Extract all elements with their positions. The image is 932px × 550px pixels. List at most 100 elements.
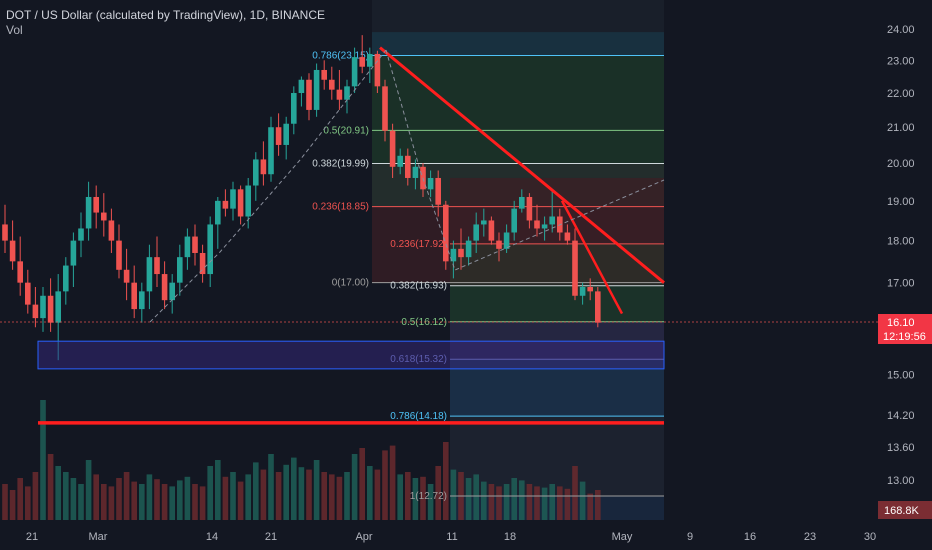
fib1-connector xyxy=(149,49,387,323)
candle-body xyxy=(374,53,381,87)
time-axis-bg xyxy=(0,522,932,550)
time-tick-label: 14 xyxy=(206,531,218,543)
drawings[interactable] xyxy=(0,46,878,425)
candle-body xyxy=(443,204,449,262)
volume-bar xyxy=(549,484,555,520)
volume-bar xyxy=(85,460,92,520)
candle-body xyxy=(367,53,373,67)
volume-bar xyxy=(541,487,548,520)
candle-body xyxy=(465,240,472,258)
price-axis[interactable]: 24.00 23.00 22.00 21.00 20.00 19.00 18.00 17.00… xyxy=(878,0,932,550)
fib1-label: 0.382(19.99) xyxy=(312,158,369,169)
volume-indicator-label[interactable]: Vol xyxy=(6,23,23,37)
chart-header: DOT / US Dollar (calculated by TradingVi… xyxy=(6,8,325,38)
candle-body xyxy=(222,200,229,209)
candle-body xyxy=(32,304,39,319)
volume-bar xyxy=(9,490,16,520)
volume-bar xyxy=(108,486,115,520)
volume-bar xyxy=(405,472,411,520)
volume-bar xyxy=(230,472,236,520)
candle-body xyxy=(25,282,31,305)
price-tick-label: 15.00 xyxy=(887,370,915,382)
volume-bar xyxy=(237,481,244,520)
candle-body xyxy=(78,228,84,241)
time-tick-label: 18 xyxy=(504,531,516,543)
time-tick-label: May xyxy=(612,531,633,543)
time-tick-label: Mar xyxy=(89,531,108,543)
time-tick-label: 16 xyxy=(744,531,756,543)
candle-body xyxy=(2,224,8,241)
candle-body xyxy=(587,287,593,292)
volume-bar xyxy=(17,478,23,520)
volume-bar xyxy=(481,481,487,520)
candle-body xyxy=(139,291,145,310)
volume-bar xyxy=(25,486,31,520)
volume-bar xyxy=(207,466,213,520)
volume-bar xyxy=(123,472,130,520)
candle-body xyxy=(595,291,601,323)
candle-body xyxy=(260,159,267,175)
candle-body xyxy=(169,282,175,301)
fib2-label: 0.236(17.92) xyxy=(390,239,447,250)
candle-body xyxy=(405,155,411,178)
fib2-band xyxy=(450,243,664,286)
candle-body xyxy=(207,224,213,275)
volume-bar xyxy=(291,457,297,520)
candle-body xyxy=(192,236,198,253)
candle-body xyxy=(283,123,289,145)
volume-bar xyxy=(564,488,571,520)
candle-body xyxy=(177,257,183,283)
fib-levels: 0.786(23.15) 0.5(20.91) 0.382(19.99) 0.236(… xyxy=(312,51,664,502)
time-tick-label: 21 xyxy=(26,531,38,543)
volume-bar xyxy=(93,474,99,520)
price-tag-value: 16.10 xyxy=(887,317,915,329)
volume-bar xyxy=(32,472,39,520)
volume-bar xyxy=(397,474,403,520)
volume-bar xyxy=(131,481,137,520)
candle-body xyxy=(101,212,107,221)
fib1-label: 0(17.00) xyxy=(332,278,369,289)
volume-bar xyxy=(199,486,206,520)
candle-body xyxy=(412,166,419,178)
candle-body xyxy=(336,89,343,100)
time-tick-label: 9 xyxy=(687,531,693,543)
price-tick-label: 13.00 xyxy=(887,475,915,487)
volume-tag-value: 168.8K xyxy=(884,505,920,517)
volume-bar xyxy=(283,464,289,520)
volume-bar xyxy=(367,466,373,520)
candle-body xyxy=(268,127,274,175)
fib2-label: 1(12.72) xyxy=(410,491,447,502)
candle-body xyxy=(146,257,153,292)
candle-body xyxy=(306,79,312,110)
volume-bar xyxy=(519,480,525,520)
candle-body xyxy=(154,257,160,275)
fib1-band xyxy=(372,32,664,56)
fib2-band xyxy=(450,321,664,360)
candle-body xyxy=(245,185,251,217)
candle-body xyxy=(161,274,168,301)
volume-bar xyxy=(146,474,153,520)
volume-bar xyxy=(389,445,396,520)
symbol-title[interactable]: DOT / US Dollar (calculated by TradingVi… xyxy=(6,8,326,22)
time-axis[interactable]: 21 Mar 14 21 Apr 11 18 May 9 16 23 30 xyxy=(0,522,932,550)
time-tick-label: 23 xyxy=(804,531,816,543)
price-tick-label: 18.00 xyxy=(887,236,915,248)
candle-body xyxy=(184,236,191,258)
volume-bar xyxy=(177,480,183,520)
volume-bar xyxy=(275,472,282,520)
volume-bar xyxy=(313,460,320,520)
volume-bar xyxy=(321,472,327,520)
candle-body xyxy=(215,200,221,225)
price-tick-label: 14.20 xyxy=(887,410,915,422)
candle-body xyxy=(291,93,297,124)
fib2-label: 0.786(14.18) xyxy=(390,411,447,422)
volume-bar xyxy=(435,466,441,520)
candle-body xyxy=(313,69,320,110)
volume-bar xyxy=(503,484,510,520)
volume-bar xyxy=(222,476,229,520)
candle-body xyxy=(40,295,46,319)
volume-bar xyxy=(139,484,145,520)
volume-bar xyxy=(215,460,221,520)
volume-bar xyxy=(40,400,46,520)
